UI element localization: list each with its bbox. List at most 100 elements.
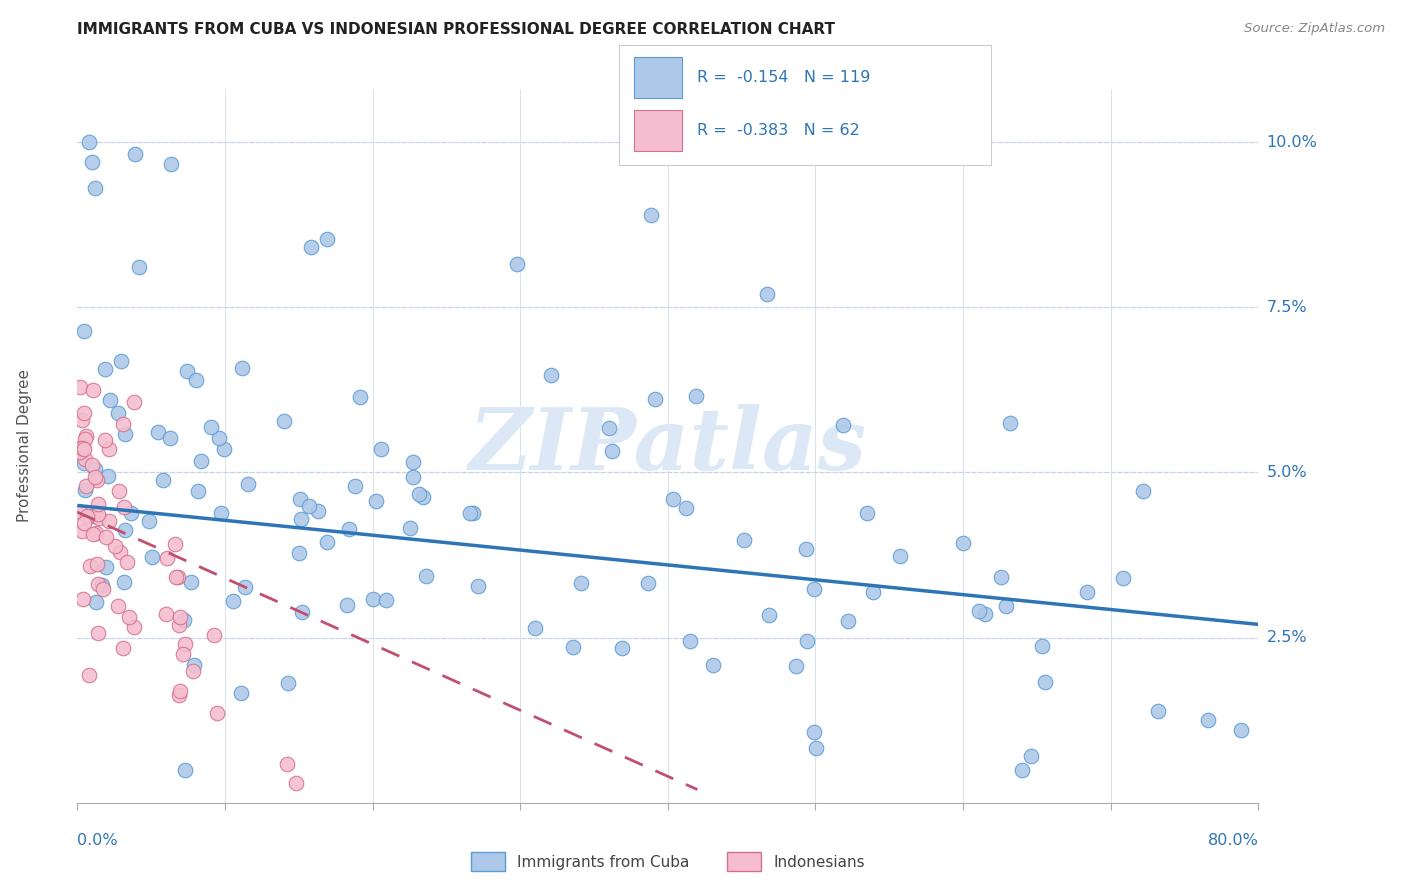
Point [204,627,226,641]
Point [363,592,385,607]
Point [995,599,1018,613]
Point [190,454,212,468]
Point [72,441,94,455]
Point [173,613,195,627]
Point [167,570,190,584]
Point [87,626,110,640]
Point [73,442,96,456]
Point [114,523,136,537]
Point [86,497,108,511]
Text: 5.0%: 5.0% [1267,465,1308,480]
Point [796,634,818,648]
Point [222,593,245,607]
Point [183,657,205,672]
Point [72,439,94,453]
Point [298,499,321,513]
Point [79,558,101,573]
Point [118,609,141,624]
Point [160,157,183,171]
Point [349,391,371,405]
Point [91,582,114,596]
Point [233,580,256,594]
Point [637,576,659,591]
Point [398,521,420,535]
Point [87,507,110,521]
Point [86,595,108,609]
Point [229,686,252,700]
Point [461,507,484,521]
Point [1132,483,1154,498]
Point [207,706,229,720]
Point [90,578,112,592]
Point [640,208,662,222]
Point [82,526,104,541]
Point [231,361,253,376]
Text: 0.0%: 0.0% [77,833,118,848]
Point [169,618,191,632]
Point [112,500,135,514]
Point [98,442,121,457]
Point [180,575,202,590]
Point [77,135,100,149]
Point [364,494,387,508]
Point [402,470,425,484]
Point [803,725,825,739]
Point [685,389,707,403]
Text: 7.5%: 7.5% [1267,300,1308,315]
Point [1230,723,1253,738]
Point [540,368,562,382]
Point [1000,416,1022,430]
Point [73,452,96,467]
Point [172,647,194,661]
Point [82,154,104,169]
Point [506,257,529,271]
Point [207,431,229,445]
Point [111,417,134,432]
Point [169,609,191,624]
Bar [634,57,682,97]
Point [856,507,879,521]
Point [1031,639,1053,653]
Point [408,486,430,500]
Point [124,147,146,161]
Text: Professional Degree: Professional Degree [17,369,32,523]
Point [1011,763,1033,777]
Point [803,582,825,596]
Point [110,354,132,368]
Point [107,406,129,420]
Point [415,569,437,583]
Point [122,620,145,634]
Point [758,608,780,623]
Point [75,478,97,492]
Point [159,431,181,445]
Point [561,640,583,655]
Point [120,506,142,520]
Point [276,757,298,772]
Point [84,181,107,195]
Point [70,412,93,426]
Point [77,668,100,682]
Point [87,511,110,525]
Point [84,462,107,476]
Point [990,569,1012,583]
Point [148,425,170,439]
Point [100,392,122,407]
Text: 80.0%: 80.0% [1208,833,1258,848]
Point [733,533,755,547]
Point [1197,714,1219,728]
Point [307,504,329,518]
Point [336,598,359,612]
Point [973,607,995,621]
Point [73,406,96,420]
Point [80,458,103,472]
Point [97,468,120,483]
Point [209,506,232,520]
Point [112,640,135,655]
Point [952,536,974,550]
Point [155,607,177,621]
Point [337,522,360,536]
Text: R =  -0.383   N = 62: R = -0.383 N = 62 [697,122,859,137]
Point [785,659,807,673]
Point [94,433,117,447]
Point [316,534,339,549]
